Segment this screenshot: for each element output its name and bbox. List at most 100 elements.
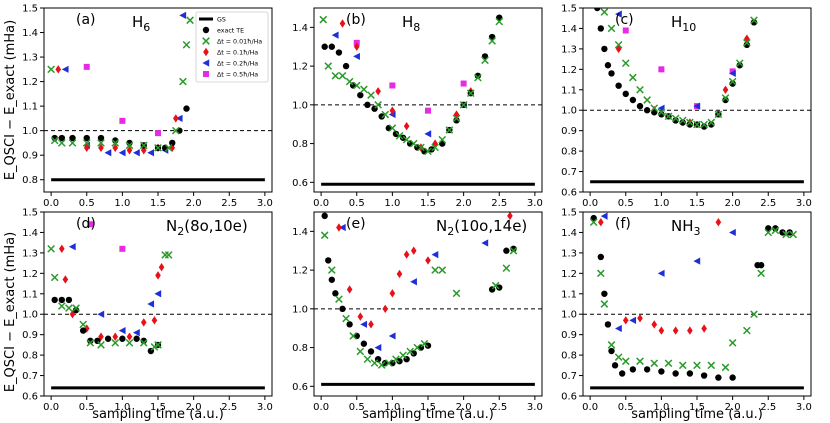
point-dt001 [360,85,368,94]
x-tick-label: 0.0 [313,198,329,209]
point-dt001 [82,139,91,147]
point-dt02 [68,243,76,251]
point-dt001 [65,304,73,312]
point-dt001 [150,343,159,351]
point-dt001 [629,73,637,82]
x-tick-label: 0.0 [313,402,329,413]
point-dt001 [678,116,687,125]
point-dt02 [175,114,183,122]
point-exact [140,337,147,344]
point-dt001 [664,112,673,121]
y-tick-label: 0.9 [561,126,577,137]
x-tick-label: 1.0 [653,198,669,209]
point-dt001 [650,359,659,368]
x-tick-label: 2.0 [725,198,741,209]
point-exact [360,340,368,347]
point-dt01 [432,139,438,148]
y-tick-label: 0.6 [292,178,308,189]
point-dt02 [657,269,665,277]
point-dt001 [111,339,120,347]
x-tick-label: 3.0 [527,198,543,209]
x-tick-label: 1.0 [384,198,400,209]
point-dt001 [650,104,659,113]
x-tick-label: 2.0 [725,402,741,413]
point-exact [321,43,328,50]
legend: GS exact TE Δt = 0.01ħ/Ha Δt = 0.1ħ/Ha Δt = … [195,11,269,83]
point-dt01 [425,256,431,265]
point-exact [51,296,58,304]
point-dt001 [352,81,361,90]
point-exact [643,366,651,373]
point-dt001 [374,101,382,109]
point-dt001 [57,139,66,147]
point-dt001 [171,126,180,135]
point-dt05 [729,68,736,75]
y-tick-label: 1.1 [561,289,577,300]
y-tick-label: 0.9 [561,330,577,341]
point-exact [658,111,665,118]
point-exact [72,306,80,314]
point-dt01 [126,146,133,155]
point-dt001 [438,266,447,274]
point-dt02 [179,11,187,19]
point-dt001 [481,56,489,65]
point-dt01 [672,326,679,335]
point-dt01 [155,271,161,280]
y-tick-label: 1.2 [292,62,308,73]
point-dt001 [693,361,701,370]
point-dt001 [363,355,372,364]
molecule-label: N2(8o,10e) [166,217,248,238]
point-dt001 [424,147,432,156]
legend-marker [202,59,210,67]
x-tick-label: 1.0 [114,402,130,413]
point-dt001 [409,139,418,148]
point-dt001 [757,269,765,278]
point-dt001 [111,139,120,147]
point-dt001 [370,359,379,367]
point-dt02 [61,65,69,73]
point-dt001 [707,361,716,370]
point-dt001 [399,351,407,360]
y-tick-label: 1.0 [292,304,308,315]
point-dt001 [657,108,666,117]
y-tick-label: 0.8 [561,147,577,158]
point-dt02 [360,320,368,328]
point-exact [510,245,517,252]
x-tick-label: 3.0 [257,402,273,413]
point-dt01 [715,218,722,227]
point-dt001 [179,77,187,86]
point-exact [183,105,190,112]
point-exact [594,8,601,12]
point-dt001 [452,289,461,298]
point-exact [643,107,651,114]
point-dt001 [596,269,605,278]
point-exact [58,296,66,304]
point-exact [618,370,626,377]
point-dt001 [764,228,773,237]
point-dt02 [118,149,126,157]
point-exact [104,335,112,342]
panel-label: (c) [615,12,634,28]
panel-f: 0.0 0.5 1.0 1.5 2.0 2.5 3.0 0.6 0.7 0.8 0.9 1.0 1.1 1… [561,208,812,414]
point-exact [608,70,615,77]
y-tick-label: 1.0 [561,310,577,321]
point-dt001 [395,132,404,140]
molecule-label: H8 [402,13,420,34]
point-dt01 [112,143,119,153]
x-tick-label: 0.5 [618,402,634,413]
point-exact [601,290,608,297]
x-tick-label: 1.5 [420,402,436,413]
point-exact [83,134,90,142]
point-dt05 [460,80,467,87]
point-dt02 [629,316,637,324]
point-dt001 [636,85,644,94]
point-exact [79,327,87,334]
x-tick-label: 3.0 [527,402,543,413]
point-dt02 [331,31,339,39]
x-tick-label: 2.5 [491,402,507,413]
legend-label: GS [217,17,226,24]
point-exact [611,362,619,369]
x-tick-label: 0.5 [349,198,365,209]
point-dt01 [396,269,403,279]
x-tick-label: 0.0 [582,198,598,209]
